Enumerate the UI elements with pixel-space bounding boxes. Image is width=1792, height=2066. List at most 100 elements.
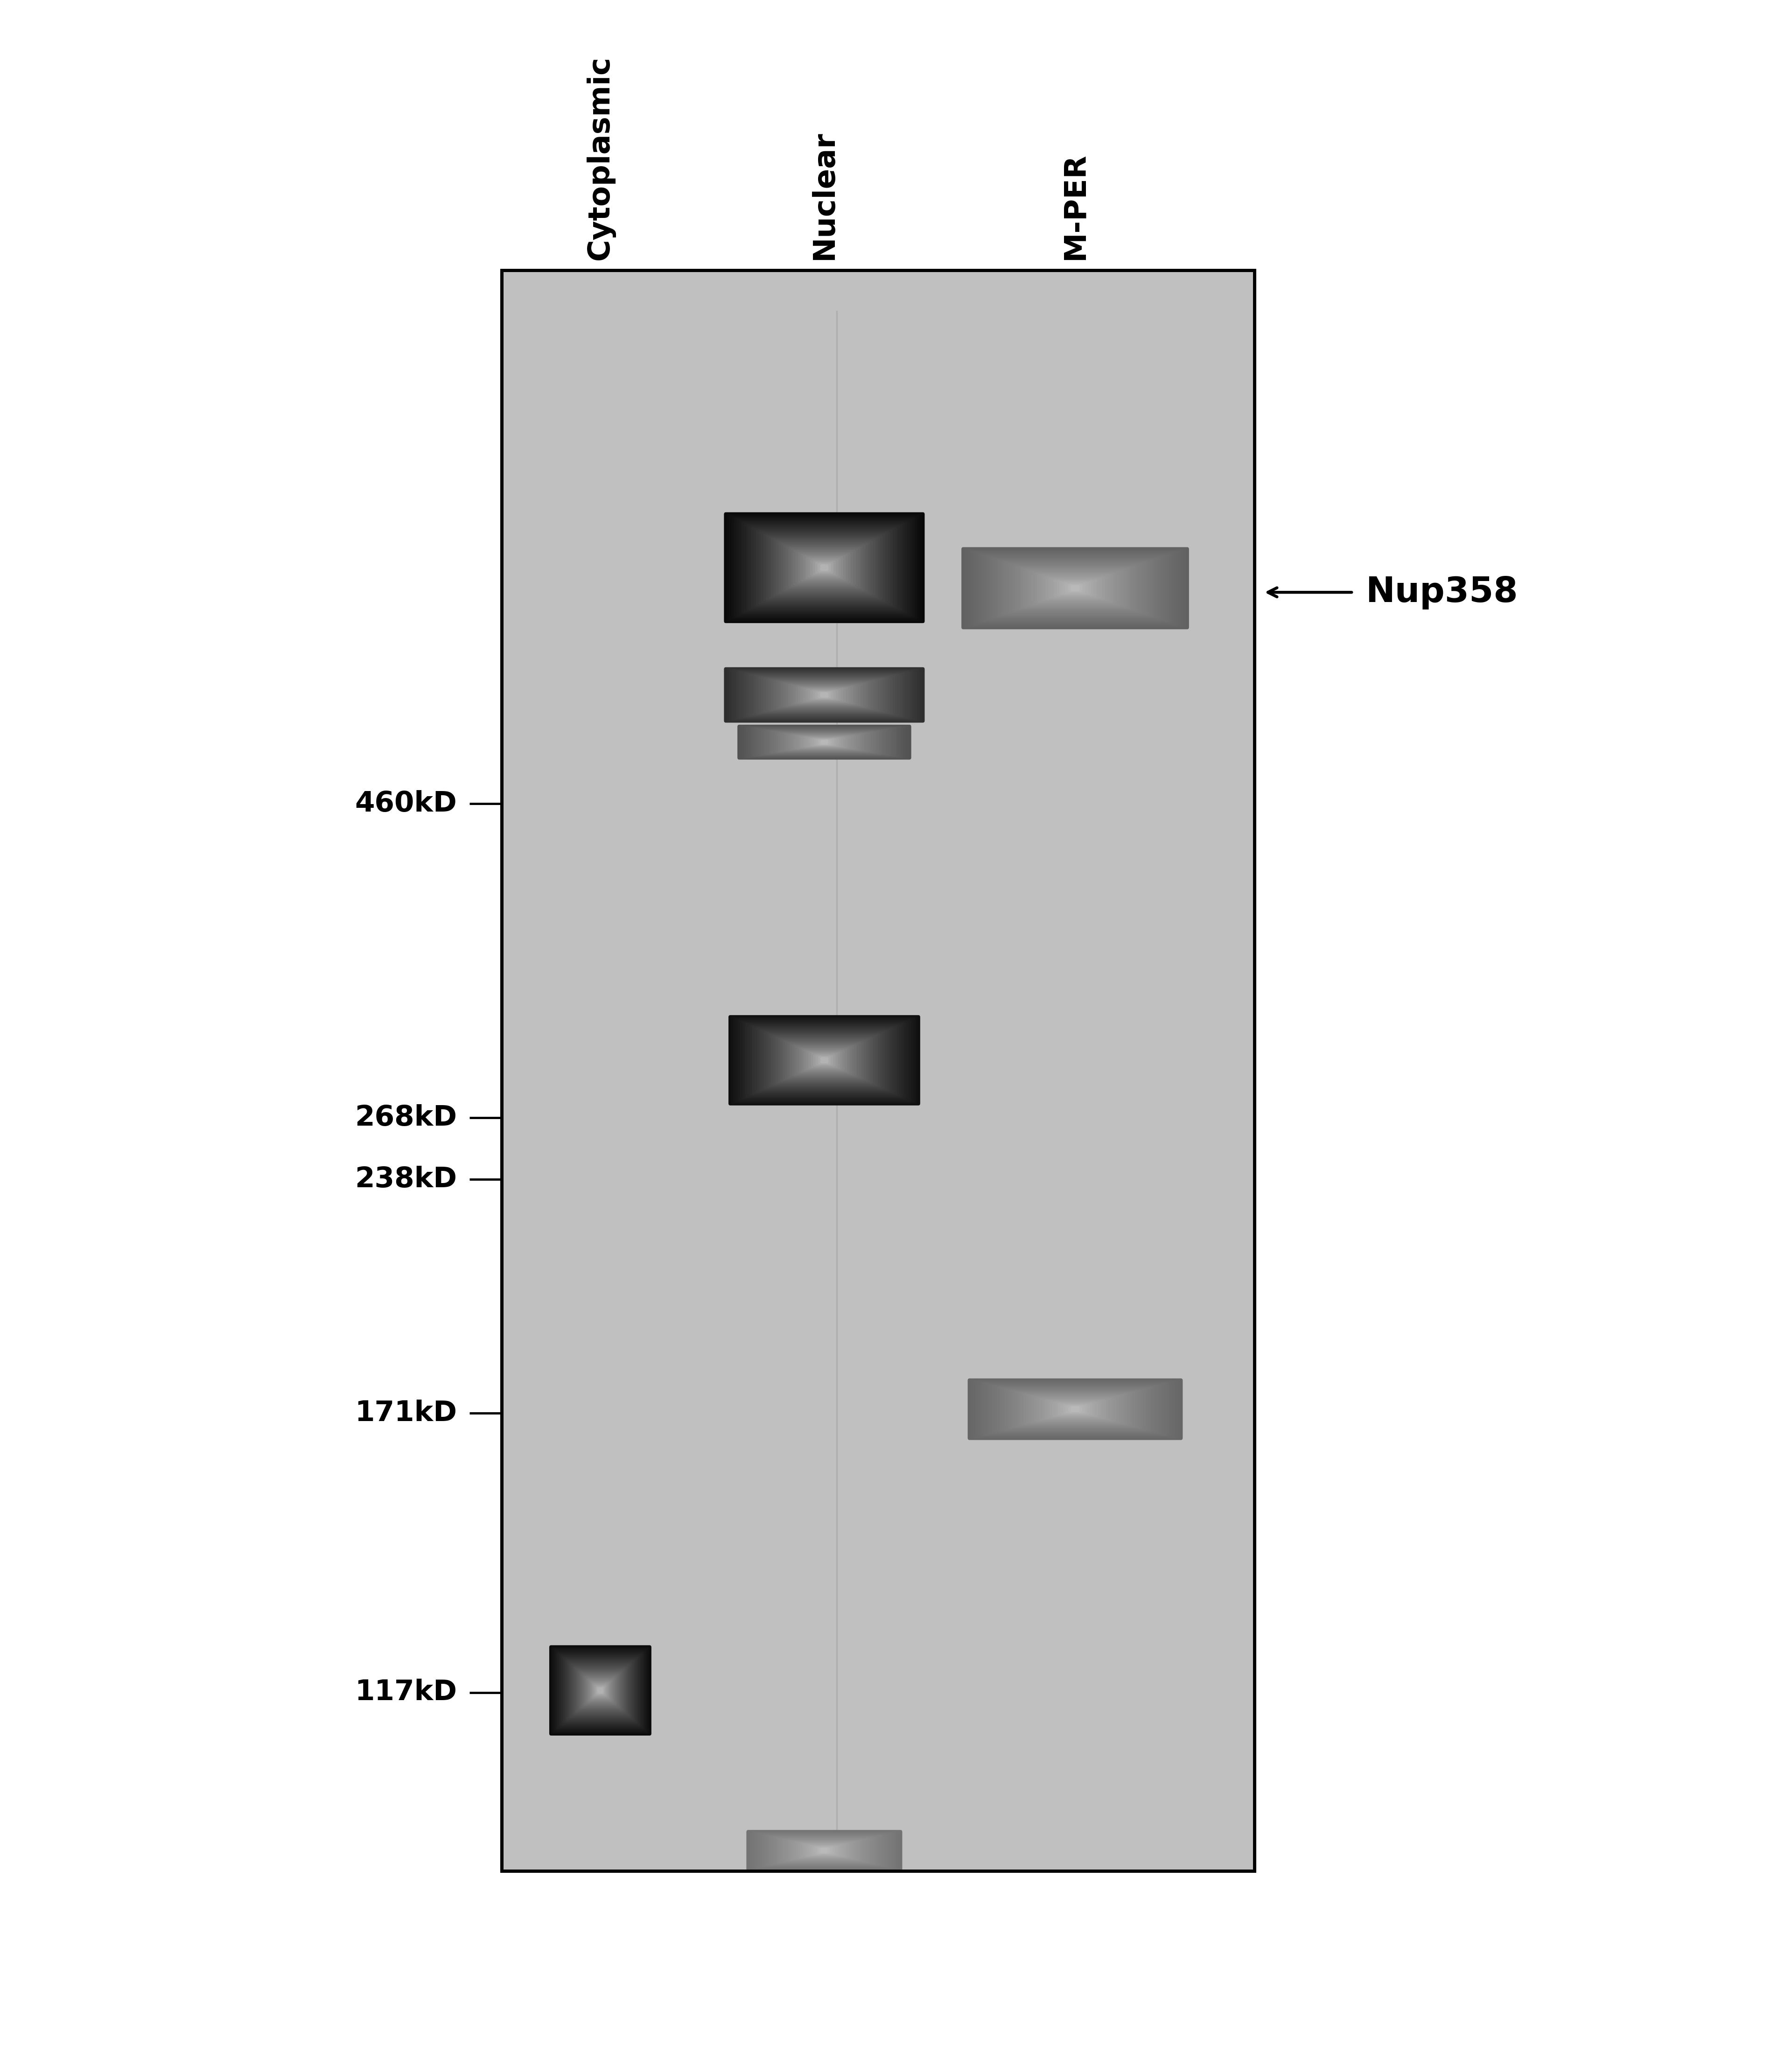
FancyBboxPatch shape xyxy=(593,1684,607,1696)
FancyBboxPatch shape xyxy=(987,556,1163,620)
FancyBboxPatch shape xyxy=(1029,1395,1122,1423)
FancyBboxPatch shape xyxy=(745,727,903,758)
FancyBboxPatch shape xyxy=(758,676,891,713)
FancyBboxPatch shape xyxy=(989,558,1161,620)
FancyBboxPatch shape xyxy=(1036,1397,1115,1421)
FancyBboxPatch shape xyxy=(808,690,840,700)
FancyBboxPatch shape xyxy=(797,735,851,748)
FancyBboxPatch shape xyxy=(563,1657,638,1723)
FancyBboxPatch shape xyxy=(771,680,878,711)
FancyBboxPatch shape xyxy=(1030,1397,1120,1423)
FancyBboxPatch shape xyxy=(812,738,837,746)
FancyBboxPatch shape xyxy=(738,725,912,760)
Bar xyxy=(502,271,1254,1872)
FancyBboxPatch shape xyxy=(726,667,923,721)
FancyBboxPatch shape xyxy=(821,1847,828,1853)
FancyBboxPatch shape xyxy=(776,1037,873,1085)
FancyBboxPatch shape xyxy=(765,678,883,713)
FancyBboxPatch shape xyxy=(803,738,846,748)
FancyBboxPatch shape xyxy=(801,1050,848,1072)
FancyBboxPatch shape xyxy=(778,1037,871,1083)
Text: Cytoplasmic: Cytoplasmic xyxy=(586,56,615,260)
FancyBboxPatch shape xyxy=(790,733,858,750)
FancyBboxPatch shape xyxy=(1016,1390,1134,1428)
Text: Nuclear: Nuclear xyxy=(810,130,839,260)
FancyBboxPatch shape xyxy=(1050,578,1100,597)
FancyBboxPatch shape xyxy=(996,1386,1154,1432)
FancyBboxPatch shape xyxy=(998,560,1152,616)
FancyBboxPatch shape xyxy=(581,1673,620,1707)
FancyBboxPatch shape xyxy=(763,1031,885,1089)
FancyBboxPatch shape xyxy=(760,1833,889,1868)
FancyBboxPatch shape xyxy=(1063,583,1088,595)
FancyBboxPatch shape xyxy=(1043,576,1107,601)
FancyBboxPatch shape xyxy=(1047,1401,1104,1419)
FancyBboxPatch shape xyxy=(799,735,849,748)
FancyBboxPatch shape xyxy=(762,729,887,756)
FancyBboxPatch shape xyxy=(758,729,891,756)
FancyBboxPatch shape xyxy=(763,1835,885,1868)
FancyBboxPatch shape xyxy=(548,1645,652,1735)
FancyBboxPatch shape xyxy=(554,1649,647,1731)
FancyBboxPatch shape xyxy=(805,1845,844,1857)
FancyBboxPatch shape xyxy=(754,676,896,715)
FancyBboxPatch shape xyxy=(591,1682,609,1698)
FancyBboxPatch shape xyxy=(968,550,1183,628)
FancyBboxPatch shape xyxy=(1061,1403,1090,1415)
FancyBboxPatch shape xyxy=(1029,570,1122,605)
FancyBboxPatch shape xyxy=(1034,1397,1116,1421)
FancyBboxPatch shape xyxy=(787,733,862,750)
FancyBboxPatch shape xyxy=(1054,578,1097,597)
FancyBboxPatch shape xyxy=(817,692,831,698)
FancyBboxPatch shape xyxy=(790,1841,858,1859)
FancyBboxPatch shape xyxy=(1012,564,1138,612)
FancyBboxPatch shape xyxy=(785,1839,864,1861)
FancyBboxPatch shape xyxy=(744,725,905,758)
FancyBboxPatch shape xyxy=(808,738,840,748)
FancyBboxPatch shape xyxy=(821,692,828,698)
FancyBboxPatch shape xyxy=(1025,1395,1125,1423)
FancyBboxPatch shape xyxy=(785,1041,864,1081)
FancyBboxPatch shape xyxy=(728,1014,921,1105)
Text: 117kD: 117kD xyxy=(355,1680,457,1707)
FancyBboxPatch shape xyxy=(808,558,840,578)
FancyBboxPatch shape xyxy=(969,1380,1181,1440)
FancyBboxPatch shape xyxy=(788,684,860,707)
FancyBboxPatch shape xyxy=(745,525,903,612)
FancyBboxPatch shape xyxy=(749,1830,900,1870)
FancyBboxPatch shape xyxy=(738,671,910,719)
FancyBboxPatch shape xyxy=(781,1839,867,1864)
FancyBboxPatch shape xyxy=(1066,1405,1084,1413)
FancyBboxPatch shape xyxy=(738,521,910,616)
FancyBboxPatch shape xyxy=(577,1669,624,1713)
FancyBboxPatch shape xyxy=(735,1019,914,1101)
FancyBboxPatch shape xyxy=(973,552,1177,626)
FancyBboxPatch shape xyxy=(756,1029,892,1093)
FancyBboxPatch shape xyxy=(1002,1388,1149,1430)
FancyBboxPatch shape xyxy=(801,688,848,702)
FancyBboxPatch shape xyxy=(731,516,918,620)
FancyBboxPatch shape xyxy=(975,1380,1176,1438)
FancyBboxPatch shape xyxy=(790,1043,858,1076)
FancyBboxPatch shape xyxy=(1039,1399,1111,1421)
FancyBboxPatch shape xyxy=(984,1382,1167,1436)
FancyBboxPatch shape xyxy=(801,1843,848,1857)
FancyBboxPatch shape xyxy=(762,1835,887,1868)
FancyBboxPatch shape xyxy=(1032,572,1118,605)
FancyBboxPatch shape xyxy=(769,731,880,754)
FancyBboxPatch shape xyxy=(812,1845,837,1855)
FancyBboxPatch shape xyxy=(978,554,1172,624)
FancyBboxPatch shape xyxy=(1012,1390,1138,1428)
FancyBboxPatch shape xyxy=(756,727,892,756)
FancyBboxPatch shape xyxy=(819,740,830,746)
FancyBboxPatch shape xyxy=(801,554,848,583)
FancyBboxPatch shape xyxy=(751,674,898,715)
FancyBboxPatch shape xyxy=(814,690,835,700)
FancyBboxPatch shape xyxy=(737,671,912,719)
FancyBboxPatch shape xyxy=(810,560,839,576)
FancyBboxPatch shape xyxy=(763,678,885,713)
FancyBboxPatch shape xyxy=(794,1841,855,1859)
FancyBboxPatch shape xyxy=(763,729,885,754)
FancyBboxPatch shape xyxy=(792,550,857,587)
FancyBboxPatch shape xyxy=(776,1837,871,1864)
